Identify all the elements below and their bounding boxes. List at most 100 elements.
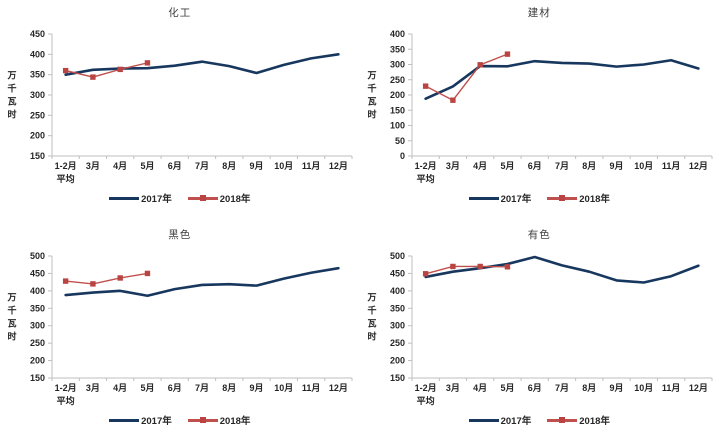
- svg-text:8月: 8月: [582, 161, 596, 171]
- legend-item-2018: 2018年: [187, 191, 251, 205]
- svg-text:350: 350: [389, 44, 404, 54]
- svg-text:5月: 5月: [500, 383, 514, 393]
- legend-item-2017: 2017年: [109, 413, 172, 427]
- svg-text:万: 万: [6, 71, 16, 81]
- svg-text:1-2月平均: 1-2月平均: [55, 383, 77, 406]
- svg-text:4月: 4月: [473, 161, 487, 171]
- legend-item-2018: 2018年: [547, 191, 610, 205]
- svg-text:5月: 5月: [140, 383, 154, 393]
- chart-plot-ferrous: 150 200 250 300 350 400 450 500 1-2月平均 3月 4月 5月 6月 7月…: [6, 251, 353, 406]
- chart-plot-building-materials: 0 50 100 150 200 250 300 350 400 1-2月平均 3月 4月 5月 6月 7月…: [366, 29, 712, 184]
- svg-text:9月: 9月: [250, 161, 264, 171]
- svg-text:瓦: 瓦: [7, 97, 16, 107]
- svg-text:350: 350: [30, 70, 45, 80]
- svg-text:150: 150: [389, 373, 404, 383]
- svg-text:3月: 3月: [86, 383, 100, 393]
- svg-text:8月: 8月: [222, 383, 236, 393]
- svg-text:200: 200: [389, 90, 404, 100]
- svg-text:3月: 3月: [445, 161, 459, 171]
- chart-title-nonferrous: 有色: [527, 229, 551, 241]
- legend-item-2017: 2017年: [468, 413, 532, 427]
- legend-label-2018: 2018年: [219, 416, 251, 427]
- svg-text:200: 200: [30, 131, 45, 141]
- svg-text:0: 0: [399, 151, 404, 161]
- legend-label-2018: 2018年: [219, 194, 251, 205]
- svg-text:1-2月平均: 1-2月平均: [55, 161, 77, 184]
- svg-text:1-2月平均: 1-2月平均: [414, 161, 436, 184]
- legend-label-2017: 2017年: [141, 416, 172, 427]
- svg-text:万: 万: [6, 293, 16, 303]
- legend-2018-line-marker-icon: [187, 417, 218, 423]
- chart-title-chemical: 化工: [168, 7, 192, 19]
- chart-legend: 2017年 2018年: [0, 412, 360, 428]
- svg-text:9月: 9月: [250, 383, 264, 393]
- chart-cell-chemical: 化工 150 200 250 300 350 400 450 1-2月平均 3月 4月 5月 6月 7月…: [0, 0, 360, 222]
- chart-title-ferrous: 黑色: [168, 229, 192, 241]
- svg-text:300: 300: [30, 321, 45, 331]
- svg-text:200: 200: [30, 356, 45, 366]
- chart-cell-ferrous: 黑色 150 200 250 300 350 400 450 500 1-2月平均 3月 4月 5月 6…: [0, 222, 360, 444]
- legend-label-2017: 2017年: [500, 194, 532, 205]
- svg-text:6月: 6月: [527, 383, 541, 393]
- svg-text:250: 250: [30, 110, 45, 120]
- svg-text:350: 350: [389, 303, 404, 313]
- svg-text:时: 时: [367, 109, 376, 120]
- svg-text:450: 450: [30, 268, 45, 278]
- svg-text:千: 千: [7, 305, 16, 316]
- svg-text:11月: 11月: [302, 383, 321, 393]
- svg-text:11月: 11月: [302, 161, 321, 171]
- svg-text:100: 100: [389, 121, 404, 131]
- svg-text:千: 千: [7, 83, 16, 94]
- svg-text:12月: 12月: [688, 383, 707, 393]
- svg-text:5月: 5月: [500, 161, 514, 171]
- svg-text:万: 万: [366, 71, 376, 81]
- svg-text:500: 500: [389, 251, 404, 261]
- svg-text:300: 300: [30, 90, 45, 100]
- svg-text:千: 千: [367, 305, 376, 316]
- svg-text:11月: 11月: [661, 383, 680, 393]
- svg-text:150: 150: [30, 151, 45, 161]
- legend-label-2017: 2017年: [500, 416, 532, 427]
- chart-cell-nonferrous: 有色 150 200 250 300 350 400 450 500 1-2月平均 3月 4月 5月 6…: [360, 222, 719, 444]
- svg-text:时: 时: [7, 331, 16, 342]
- svg-text:11月: 11月: [661, 161, 680, 171]
- legend-item-2018: 2018年: [547, 413, 610, 427]
- svg-text:350: 350: [30, 303, 45, 313]
- chart-plot-nonferrous: 150 200 250 300 350 400 450 500 1-2月平均 3月 4月 5月 6月 7月…: [366, 251, 712, 406]
- svg-text:4月: 4月: [113, 383, 127, 393]
- svg-text:8月: 8月: [582, 383, 596, 393]
- svg-text:400: 400: [389, 286, 404, 296]
- svg-text:瓦: 瓦: [367, 97, 376, 107]
- svg-text:6月: 6月: [168, 161, 182, 171]
- svg-text:9月: 9月: [609, 383, 623, 393]
- svg-text:250: 250: [389, 75, 404, 85]
- svg-text:1-2月平均: 1-2月平均: [414, 383, 436, 406]
- svg-text:6月: 6月: [527, 161, 541, 171]
- svg-text:万: 万: [366, 293, 376, 303]
- svg-text:450: 450: [389, 268, 404, 278]
- svg-text:300: 300: [389, 321, 404, 331]
- legend-item-2017: 2017年: [109, 191, 172, 205]
- svg-text:400: 400: [389, 29, 404, 39]
- svg-text:3月: 3月: [86, 161, 100, 171]
- chart-legend: 2017年 2018年: [0, 190, 360, 206]
- svg-text:50: 50: [394, 136, 404, 146]
- chart-legend: 2017年 2018年: [360, 412, 719, 428]
- legend-label-2017: 2017年: [141, 194, 172, 205]
- legend-2018-line-marker-icon: [187, 195, 218, 201]
- legend-label-2018: 2018年: [579, 194, 610, 205]
- svg-text:150: 150: [389, 105, 404, 115]
- svg-text:300: 300: [389, 60, 404, 70]
- legend-item-2018: 2018年: [187, 413, 251, 427]
- legend-item-2017: 2017年: [468, 191, 532, 205]
- legend-2018-square-icon: [559, 417, 566, 423]
- svg-text:6月: 6月: [168, 383, 182, 393]
- svg-text:瓦: 瓦: [367, 319, 376, 329]
- svg-text:7月: 7月: [195, 383, 209, 393]
- svg-text:150: 150: [30, 373, 45, 383]
- legend-label-2018: 2018年: [579, 416, 610, 427]
- legend-2017-line-icon: [468, 196, 499, 200]
- svg-text:瓦: 瓦: [7, 319, 16, 329]
- svg-text:450: 450: [30, 29, 45, 39]
